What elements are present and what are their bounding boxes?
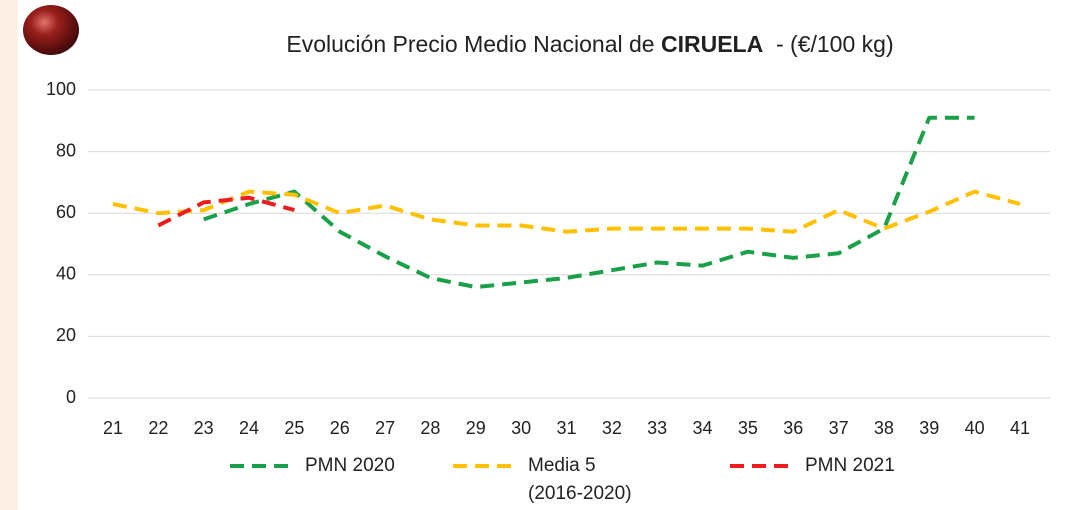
x-tick-label: 29 <box>466 418 486 438</box>
x-tick-label: 39 <box>919 418 939 438</box>
x-tick-label: 35 <box>738 418 758 438</box>
x-tick-label: 24 <box>239 418 259 438</box>
x-tick-label: 40 <box>965 418 985 438</box>
chart-title: Evolución Precio Medio Nacional de CIRUE… <box>286 31 893 57</box>
x-tick-label: 21 <box>103 418 123 438</box>
x-tick-label: 38 <box>874 418 894 438</box>
x-tick-label: 22 <box>148 418 168 438</box>
y-tick-label: 100 <box>46 79 76 99</box>
x-tick-label: 28 <box>420 418 440 438</box>
legend-label: Media 5 (2016-2020) <box>528 452 648 508</box>
plum-icon <box>23 5 79 55</box>
x-tick-label: 30 <box>511 418 531 438</box>
title-part: - (€/100 kg) <box>763 31 893 57</box>
x-tick-label: 32 <box>602 418 622 438</box>
chart: Evolución Precio Medio Nacional de CIRUE… <box>0 0 1074 510</box>
legend-label: PMN 2021 <box>805 452 925 480</box>
title-part: CIRUELA <box>661 31 763 57</box>
legend-label: PMN 2020 <box>305 452 425 480</box>
x-tick-label: 36 <box>783 418 803 438</box>
series-line <box>204 118 975 287</box>
y-tick-label: 80 <box>56 140 76 160</box>
x-tick-label: 26 <box>330 418 350 438</box>
y-tick-label: 40 <box>56 264 76 284</box>
x-tick-label: 25 <box>284 418 304 438</box>
x-tick-label: 41 <box>1010 418 1030 438</box>
y-tick-label: 20 <box>56 325 76 345</box>
title-part: Evolución Precio Medio Nacional de <box>286 31 661 57</box>
x-tick-label: 34 <box>693 418 713 438</box>
x-tick-label: 23 <box>194 418 214 438</box>
y-tick-label: 0 <box>66 387 76 407</box>
page: Evolución Precio Medio Nacional de CIRUE… <box>0 0 1074 510</box>
x-tick-label: 31 <box>556 418 576 438</box>
y-tick-label: 60 <box>56 202 76 222</box>
x-tick-label: 33 <box>647 418 667 438</box>
x-tick-label: 27 <box>375 418 395 438</box>
x-tick-label: 37 <box>829 418 849 438</box>
